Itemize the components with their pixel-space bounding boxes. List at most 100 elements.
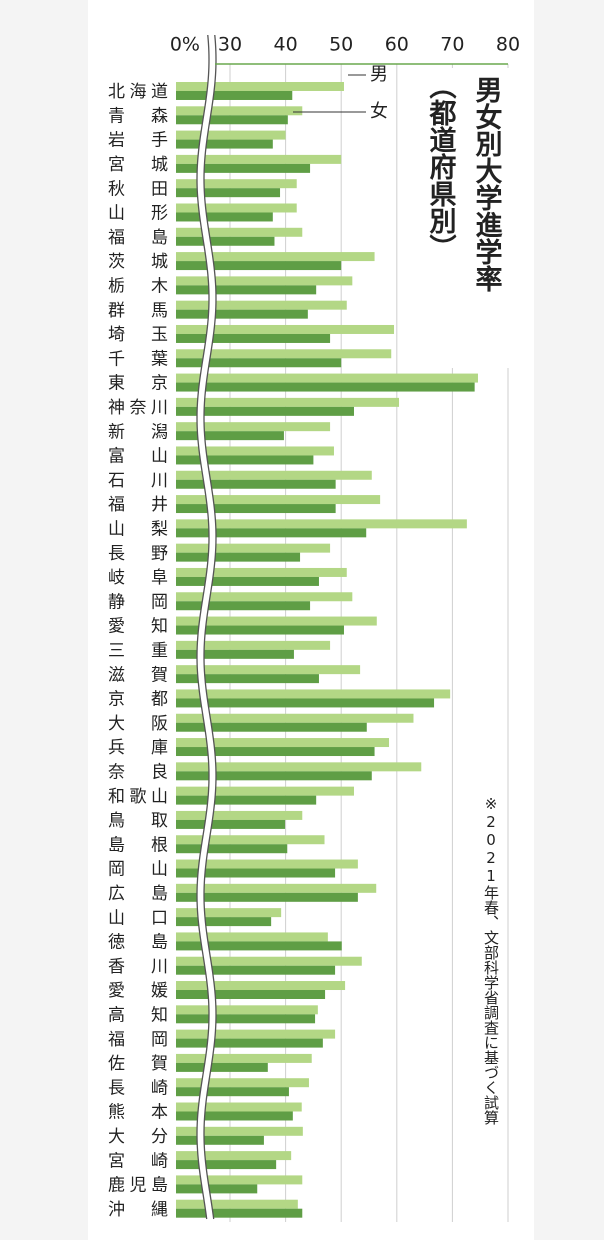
bar — [176, 552, 301, 562]
bar — [176, 349, 392, 359]
bar — [176, 592, 353, 602]
bar — [176, 1199, 298, 1209]
bar — [176, 747, 375, 757]
axis-break — [196, 34, 217, 1220]
bar — [176, 819, 286, 829]
title-bg — [412, 68, 512, 368]
bar — [176, 431, 284, 441]
bar — [176, 1111, 293, 1121]
bar — [176, 1038, 323, 1048]
category-label: 和歌山 — [108, 787, 168, 807]
bar — [176, 106, 303, 116]
bar — [176, 981, 346, 991]
bar — [176, 1062, 268, 1072]
note: ※2021年春、文部科学省調査に基づく試算 — [482, 795, 500, 1125]
bar — [176, 1208, 303, 1218]
bar — [176, 713, 414, 723]
bar — [176, 576, 319, 586]
bar — [176, 990, 326, 1000]
bar — [176, 333, 331, 343]
bar — [176, 358, 342, 368]
bar — [176, 835, 325, 845]
bar — [176, 689, 451, 699]
x-tick-label: 70 — [440, 34, 464, 56]
bar — [176, 1135, 264, 1145]
bar — [176, 649, 294, 659]
bar — [176, 665, 361, 675]
bar — [176, 504, 336, 514]
bar — [176, 795, 317, 805]
category-label: 神奈川 — [108, 398, 168, 418]
bar — [176, 90, 293, 100]
bar — [176, 1053, 312, 1063]
bar — [176, 543, 331, 553]
bar — [176, 1087, 289, 1097]
bar — [176, 188, 281, 198]
bar — [176, 601, 311, 611]
bar — [176, 786, 354, 796]
bar — [176, 252, 375, 262]
break-fill — [197, 35, 216, 1219]
bar — [176, 932, 328, 942]
bar — [176, 956, 362, 966]
bar — [176, 130, 286, 140]
bar — [176, 115, 288, 125]
bar — [176, 859, 358, 869]
bar — [176, 1126, 303, 1136]
bar — [176, 941, 342, 951]
chart-title: 男女別大学進学率 — [471, 76, 503, 292]
x-tick-label: 60 — [385, 34, 409, 56]
bar — [176, 771, 372, 781]
chart-subtitle: （都道府県別） — [425, 72, 458, 261]
bar — [176, 722, 367, 732]
note-bg — [478, 790, 504, 1225]
bar — [176, 203, 297, 213]
bar — [176, 236, 275, 246]
x-tick-label: 0% — [170, 34, 200, 56]
bar — [176, 261, 342, 271]
bar — [176, 1175, 303, 1185]
bar — [176, 1160, 277, 1170]
bar — [176, 212, 273, 222]
bar — [176, 276, 353, 286]
bar — [176, 762, 422, 772]
x-tick-label: 40 — [274, 34, 298, 56]
bar — [176, 300, 347, 310]
bar — [176, 1184, 258, 1194]
bar — [176, 1005, 318, 1015]
bar — [176, 892, 358, 902]
bar — [176, 908, 282, 918]
bar — [176, 397, 400, 407]
bar — [176, 616, 377, 626]
bar — [176, 324, 395, 334]
bar — [176, 139, 273, 149]
bar — [176, 1102, 302, 1112]
bar — [176, 519, 467, 529]
x-tick-label: 80 — [496, 34, 520, 56]
bar — [176, 446, 334, 456]
bar — [176, 1029, 336, 1039]
bar — [176, 154, 342, 164]
bar — [176, 179, 297, 189]
legend-label: 女 — [370, 101, 388, 122]
legend-label: 男 — [370, 64, 388, 85]
bar — [176, 227, 303, 237]
bar — [176, 309, 308, 319]
bar — [176, 640, 331, 650]
bar — [176, 470, 372, 480]
bar — [176, 285, 317, 295]
bar — [176, 844, 288, 854]
bar — [176, 674, 319, 684]
break-line — [196, 34, 210, 1220]
category-label: 鹿児島 — [108, 1176, 168, 1196]
bar — [176, 455, 314, 465]
bar — [176, 528, 367, 538]
bar — [176, 382, 475, 392]
bar — [176, 810, 303, 820]
bar — [176, 373, 478, 383]
bar — [176, 82, 344, 91]
bar — [176, 738, 390, 748]
bar — [176, 495, 381, 505]
